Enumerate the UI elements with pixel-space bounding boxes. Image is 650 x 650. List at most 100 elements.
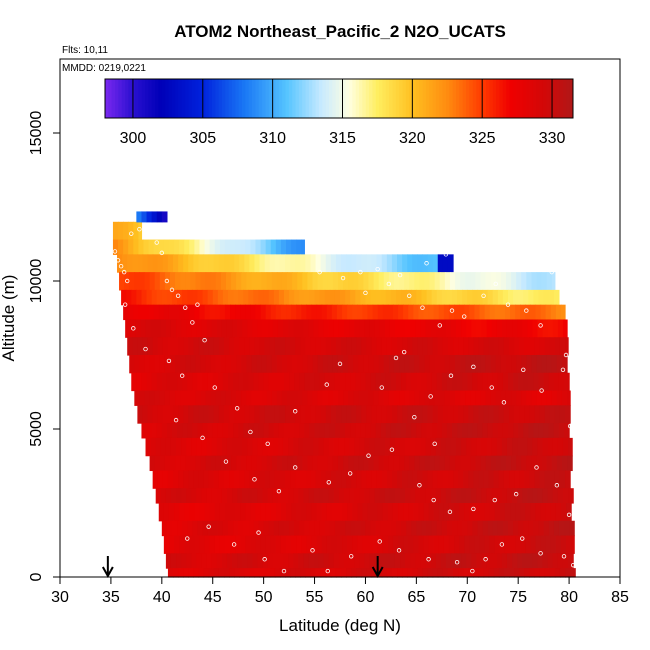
heatmap-cell — [169, 390, 176, 406]
heatmap-cell — [254, 470, 261, 489]
heatmap-cell — [263, 423, 270, 439]
heatmap-cell — [293, 319, 299, 338]
heatmap-cell — [330, 337, 337, 356]
heatmap-cell — [359, 553, 366, 569]
heatmap-cell — [415, 437, 422, 457]
heatmap-cell — [137, 405, 144, 424]
colorbar-swatch — [365, 79, 370, 118]
heatmap-cell — [165, 488, 172, 504]
heatmap-cell — [259, 470, 266, 489]
heatmap-cell — [378, 390, 385, 406]
heatmap-cell — [495, 455, 502, 472]
heatmap-cell — [487, 372, 494, 392]
colorbar-swatch — [108, 79, 113, 118]
heatmap-cell — [224, 535, 231, 554]
heatmap-cell — [337, 455, 344, 472]
heatmap-cell — [364, 488, 371, 504]
heatmap-cell — [156, 211, 163, 223]
heatmap-cell — [163, 503, 170, 522]
heatmap-cell — [384, 488, 391, 504]
colorbar-swatch — [151, 79, 156, 118]
heatmap-cell — [494, 503, 501, 522]
heatmap-cell — [515, 304, 521, 321]
heatmap-cell — [233, 423, 239, 439]
heatmap-cell — [254, 568, 261, 578]
heatmap-cell — [368, 355, 375, 374]
heatmap-cell — [517, 319, 523, 338]
heatmap-cell — [475, 355, 482, 374]
heatmap-cell — [175, 390, 181, 406]
heatmap-cell — [503, 568, 510, 578]
heatmap-cell — [162, 254, 169, 273]
heatmap-cell — [328, 319, 335, 338]
heatmap-cell — [431, 423, 438, 439]
heatmap-cell — [457, 520, 463, 537]
heatmap-cell — [223, 470, 230, 489]
heatmap-cell — [508, 289, 514, 306]
heatmap-cell — [528, 289, 535, 306]
heatmap-cell — [269, 405, 276, 424]
heatmap-cell — [418, 304, 425, 321]
heatmap-cell — [542, 437, 549, 457]
heatmap-cell — [181, 319, 187, 338]
heatmap-cell — [158, 239, 165, 255]
heatmap-cell — [525, 503, 531, 522]
heatmap-cell — [402, 254, 408, 273]
heatmap-cell — [314, 520, 321, 537]
heatmap-cell — [218, 337, 225, 356]
heatmap-cell — [265, 503, 272, 522]
heatmap-cell — [245, 503, 251, 522]
heatmap-cell — [213, 337, 220, 356]
heatmap-cell — [135, 319, 142, 338]
colorbar-swatch — [225, 79, 230, 118]
heatmap-cell — [452, 520, 458, 537]
colorbar-swatch — [161, 79, 166, 118]
heatmap-cell — [493, 470, 500, 489]
heatmap-cell — [392, 503, 399, 522]
heatmap-cell — [547, 437, 554, 457]
sample-point — [175, 293, 181, 298]
heatmap-cell — [139, 272, 146, 291]
heatmap-cell — [331, 304, 338, 321]
heatmap-cell — [234, 337, 240, 356]
heatmap-cell — [183, 254, 189, 273]
colorbar-swatch — [242, 79, 246, 118]
heatmap-cell — [357, 535, 363, 554]
sample-point — [389, 447, 395, 452]
colorbar-swatch — [191, 79, 196, 118]
heatmap-cell — [202, 423, 209, 439]
heatmap-cell — [410, 319, 416, 338]
heatmap-cell — [561, 355, 568, 374]
heatmap-cell — [164, 455, 171, 472]
heatmap-cell — [344, 553, 350, 569]
heatmap-cell — [302, 455, 309, 472]
heatmap-cell — [143, 304, 150, 321]
heatmap-cell — [366, 568, 373, 578]
heatmap-cell — [216, 437, 223, 457]
heatmap-cell — [472, 423, 479, 439]
heatmap-cell — [300, 337, 306, 356]
colorbar-swatch — [312, 79, 316, 118]
heatmap-cell — [470, 355, 477, 374]
heatmap-cell — [346, 337, 352, 356]
heatmap-cell — [324, 520, 331, 537]
heatmap-cell — [444, 272, 451, 291]
heatmap-cell — [399, 272, 405, 291]
heatmap-cell — [320, 337, 327, 356]
heatmap-cell — [257, 553, 264, 569]
heatmap-cell — [152, 254, 159, 273]
colorbar-swatch — [118, 79, 123, 118]
heatmap-cell — [325, 254, 332, 273]
sample-point — [358, 269, 363, 275]
heatmap-cell — [419, 455, 426, 472]
heatmap-cell — [407, 568, 413, 578]
heatmap-cell — [379, 488, 386, 504]
heatmap-cell — [197, 289, 204, 306]
colorbar-swatch — [392, 79, 397, 118]
heatmap-cell — [342, 304, 348, 321]
heatmap-cell — [279, 470, 286, 489]
heatmap-cell — [208, 470, 215, 489]
heatmap-cell — [294, 289, 300, 306]
colorbar-swatch — [389, 79, 393, 118]
heatmap-cell — [387, 304, 394, 321]
